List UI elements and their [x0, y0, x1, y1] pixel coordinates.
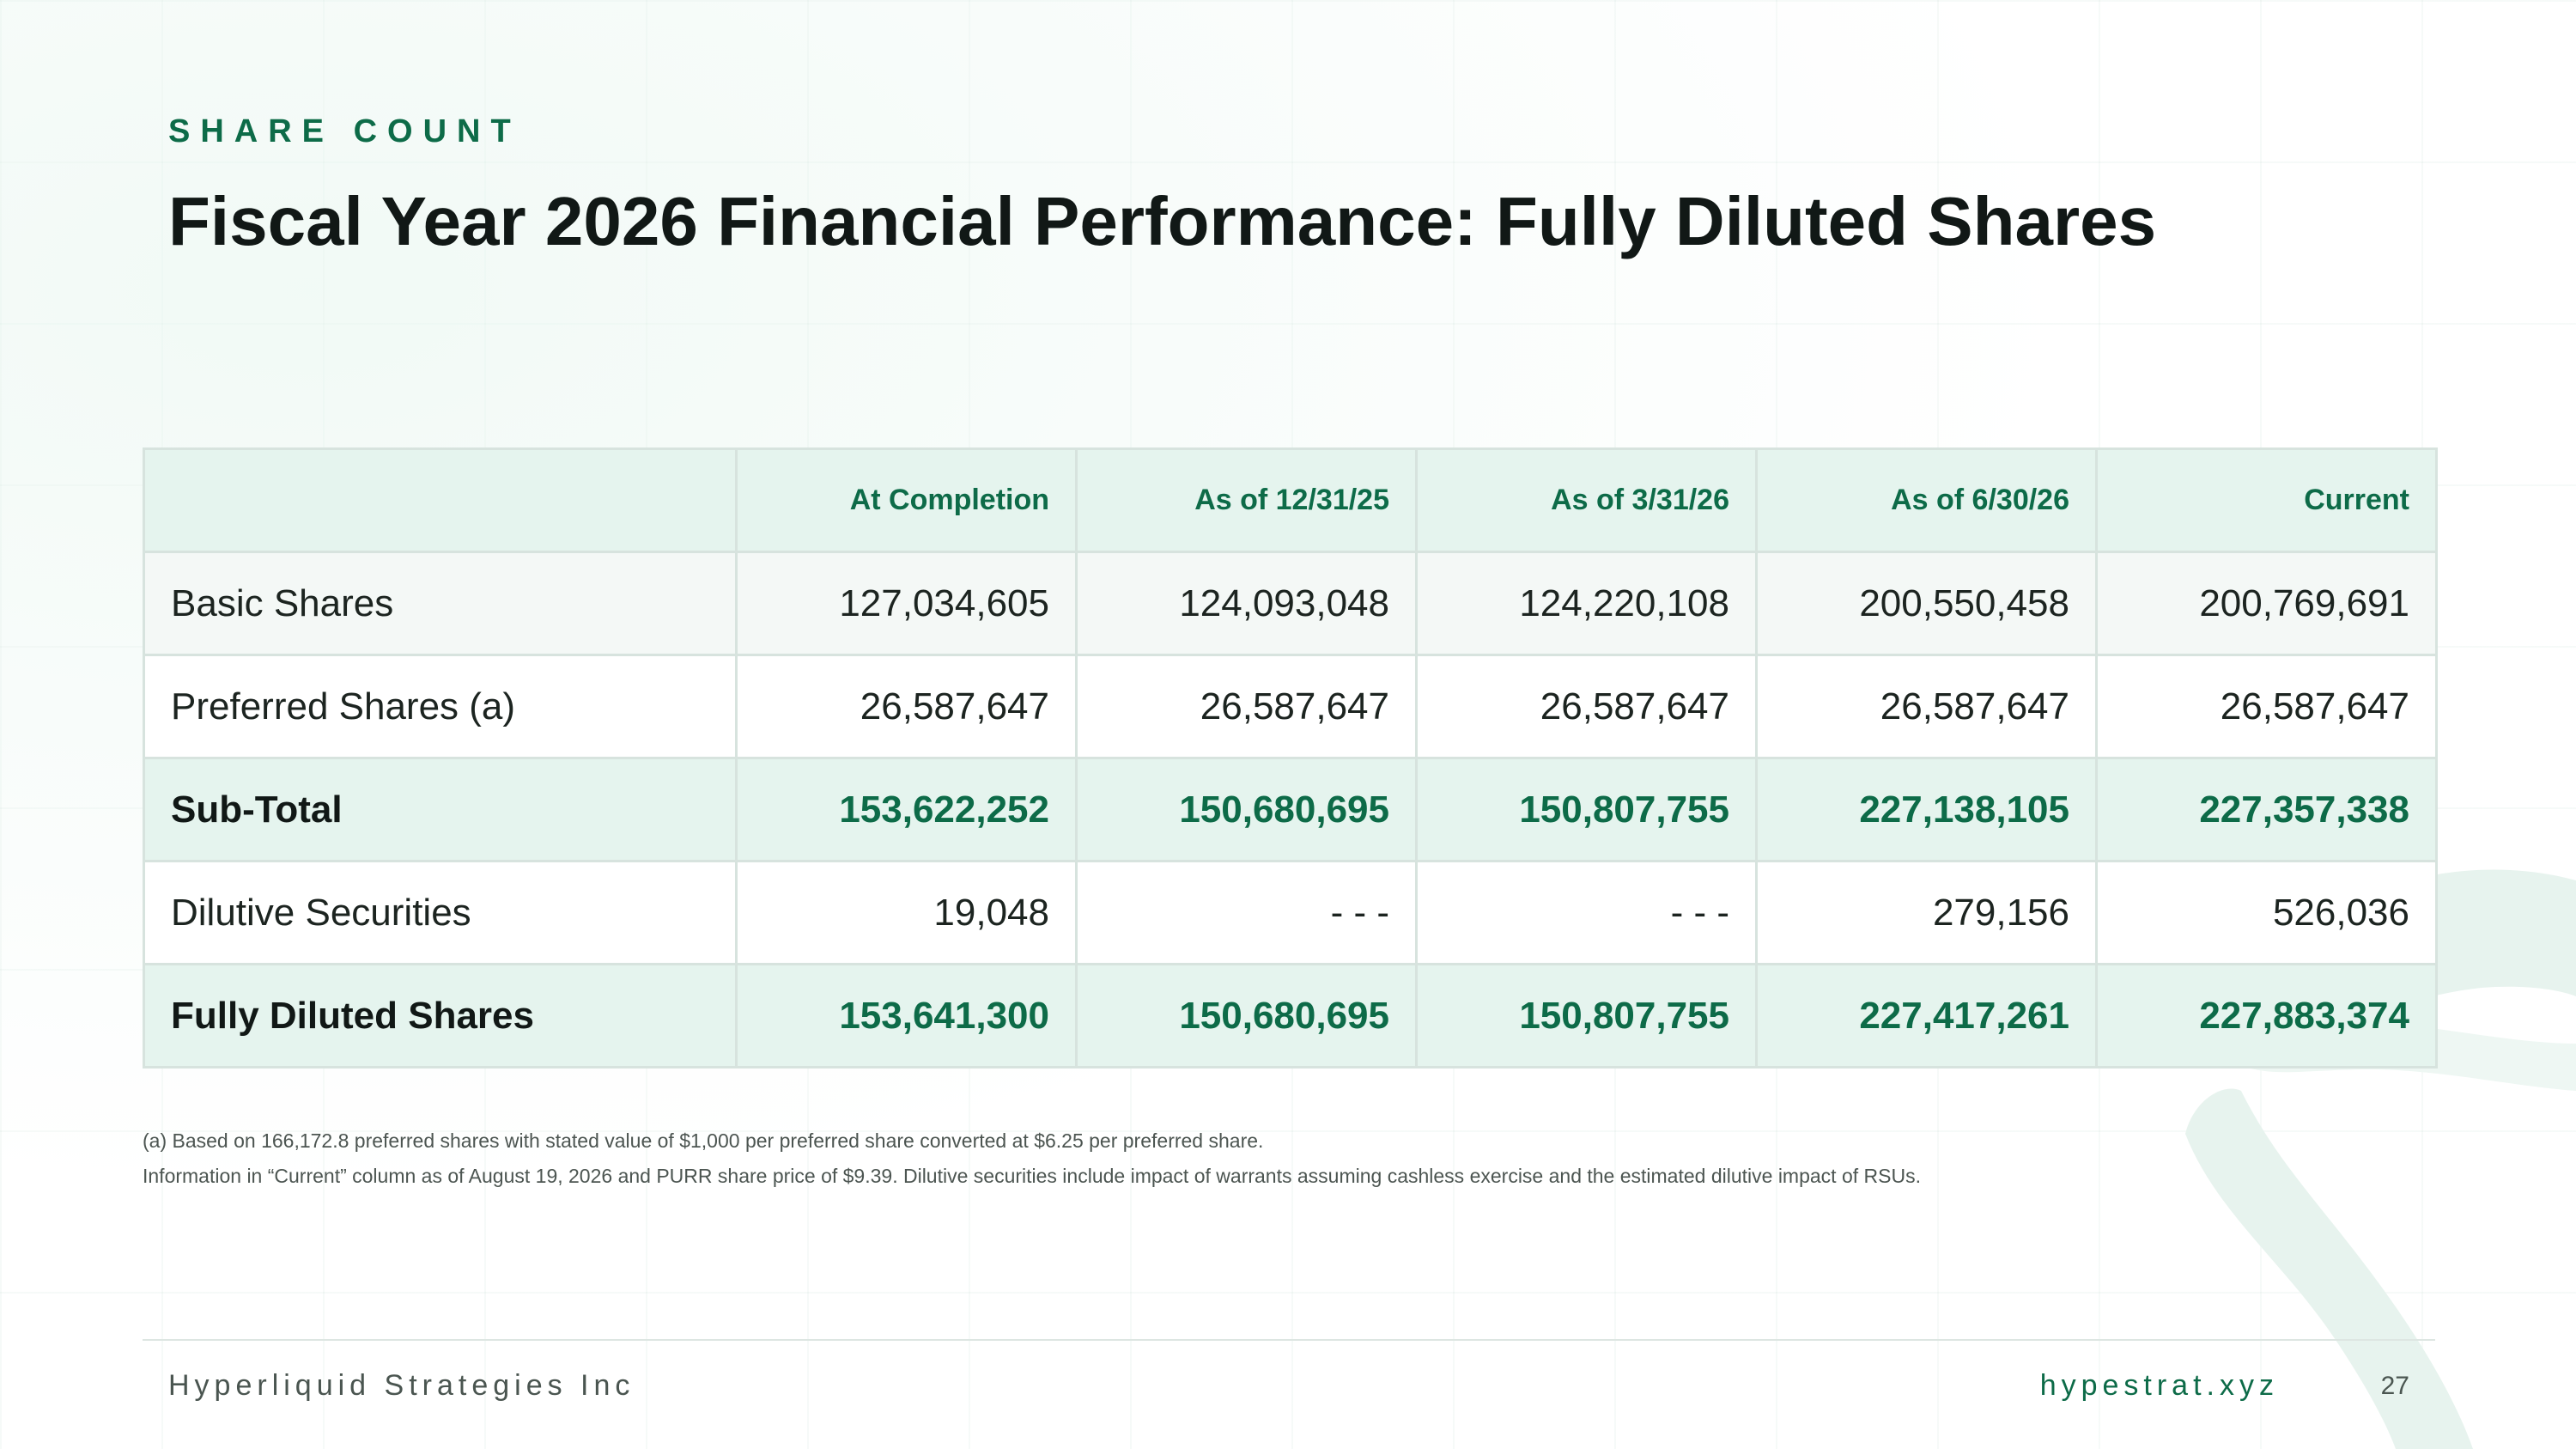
page-title: Fiscal Year 2026 Financial Performance: … [168, 183, 2157, 259]
footer-company-name: Hyperliquid Strategies Inc [168, 1369, 635, 1402]
footnote-current-column: Information in “Current” column as of Au… [143, 1165, 1921, 1187]
table-row-basic-shares: Basic Shares 127,034,605 124,093,048 124… [143, 551, 2438, 656]
table-cell: 227,138,105 [1755, 757, 2098, 862]
table-row-dilutive-securities: Dilutive Securities 19,048 - - - - - - 2… [143, 860, 2438, 965]
column-header-current: Current [2095, 447, 2438, 553]
row-label: Basic Shares [143, 551, 738, 656]
table-cell: 124,220,108 [1415, 551, 1758, 656]
table-cell: 26,587,647 [1755, 654, 2098, 759]
share-count-table: At Completion As of 12/31/25 As of 3/31/… [143, 447, 2438, 1068]
column-header-3-31-26: As of 3/31/26 [1415, 447, 1758, 553]
table-cell: 124,093,048 [1075, 551, 1418, 656]
table-cell: 227,417,261 [1755, 963, 2098, 1068]
column-header-6-30-26: As of 6/30/26 [1755, 447, 2098, 553]
table-row-sub-total: Sub-Total 153,622,252 150,680,695 150,80… [143, 757, 2438, 862]
table-cell: 526,036 [2095, 860, 2438, 965]
table-cell: 26,587,647 [1075, 654, 1418, 759]
table-cell: 150,680,695 [1075, 757, 1418, 862]
row-label: Dilutive Securities [143, 860, 738, 965]
column-header-label [143, 447, 738, 553]
table-cell: 200,550,458 [1755, 551, 2098, 656]
table-cell: 227,883,374 [2095, 963, 2438, 1068]
table-header-row: At Completion As of 12/31/25 As of 3/31/… [143, 447, 2438, 553]
table-cell: - - - [1075, 860, 1418, 965]
footer-divider [143, 1339, 2435, 1341]
table-cell: 127,034,605 [735, 551, 1078, 656]
table-cell: 150,807,755 [1415, 963, 1758, 1068]
table-cell: 200,769,691 [2095, 551, 2438, 656]
row-label: Preferred Shares (a) [143, 654, 738, 759]
table-cell: - - - [1415, 860, 1758, 965]
column-header-12-31-25: As of 12/31/25 [1075, 447, 1418, 553]
table-cell: 153,622,252 [735, 757, 1078, 862]
table-cell: 150,807,755 [1415, 757, 1758, 862]
table-cell: 279,156 [1755, 860, 2098, 965]
table-cell: 26,587,647 [735, 654, 1078, 759]
row-label: Fully Diluted Shares [143, 963, 738, 1068]
row-label: Sub-Total [143, 757, 738, 862]
column-header-at-completion: At Completion [735, 447, 1078, 553]
footnote-preferred-conversion: (a) Based on 166,172.8 preferred shares … [143, 1129, 1264, 1152]
footer-website-link[interactable]: hypestrat.xyz [2039, 1369, 2279, 1402]
table-row-fully-diluted-shares: Fully Diluted Shares 153,641,300 150,680… [143, 963, 2438, 1068]
table-cell: 26,587,647 [2095, 654, 2438, 759]
table-cell: 227,357,338 [2095, 757, 2438, 862]
table-cell: 19,048 [735, 860, 1078, 965]
table-cell: 153,641,300 [735, 963, 1078, 1068]
table-cell: 26,587,647 [1415, 654, 1758, 759]
section-eyebrow: SHARE COUNT [168, 113, 521, 149]
page-number: 27 [2380, 1372, 2409, 1400]
table-row-preferred-shares: Preferred Shares (a) 26,587,647 26,587,6… [143, 654, 2438, 759]
table-cell: 150,680,695 [1075, 963, 1418, 1068]
